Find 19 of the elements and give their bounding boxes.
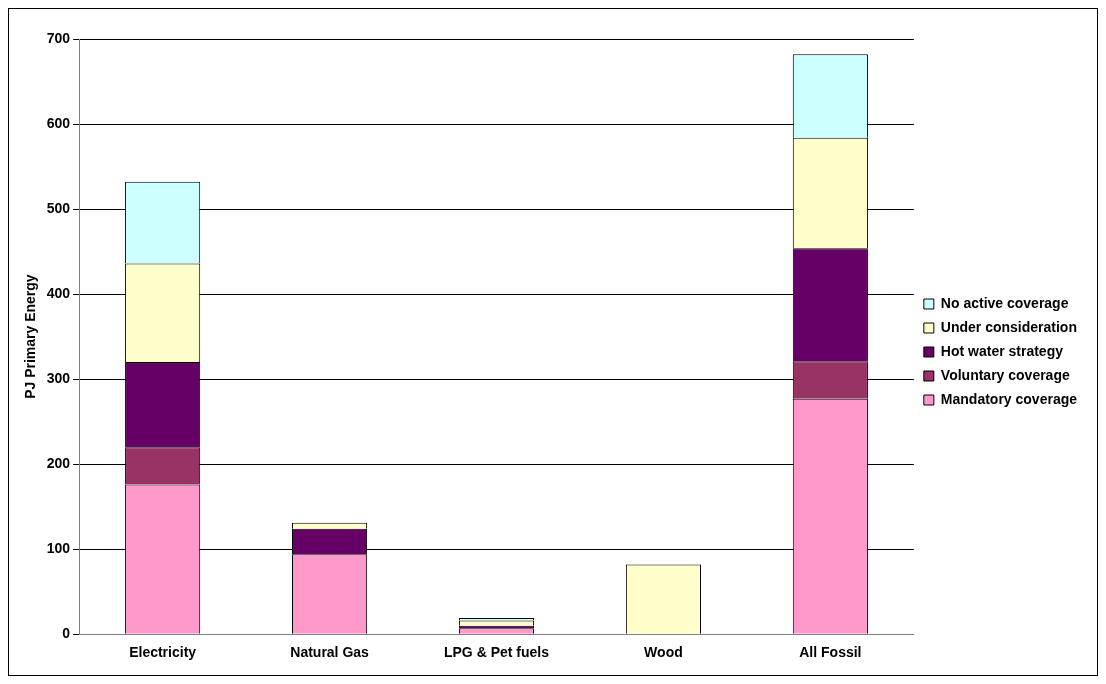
- y-tick-label: 500: [46, 199, 71, 216]
- y-tick-label: 300: [46, 369, 71, 386]
- y-tick-label: 200: [46, 455, 71, 471]
- legend-label: Voluntary coverage: [940, 366, 1070, 383]
- y-tick-label: 400: [46, 284, 71, 301]
- y-tick-label: 100: [46, 540, 71, 557]
- x-tick-label: Natural Gas: [290, 644, 370, 661]
- legend-label: Hot water strategy: [940, 342, 1064, 359]
- x-tick-label: All Fossil: [799, 644, 862, 661]
- x-tick-label: LPG & Pet fuels: [443, 644, 550, 661]
- legend-label: Mandatory coverage: [940, 390, 1078, 407]
- x-tick-label: Electricity: [129, 644, 197, 661]
- x-tick-label: Wood: [644, 644, 683, 661]
- y-tick-label: 0: [62, 625, 71, 642]
- y-tick-label: 600: [46, 114, 71, 131]
- legend-label: No active coverage: [940, 294, 1069, 311]
- legend-label: Under consideration: [940, 318, 1077, 335]
- y-tick-label: 700: [46, 29, 71, 46]
- y-axis-title: PJ Primary Energy: [22, 274, 39, 399]
